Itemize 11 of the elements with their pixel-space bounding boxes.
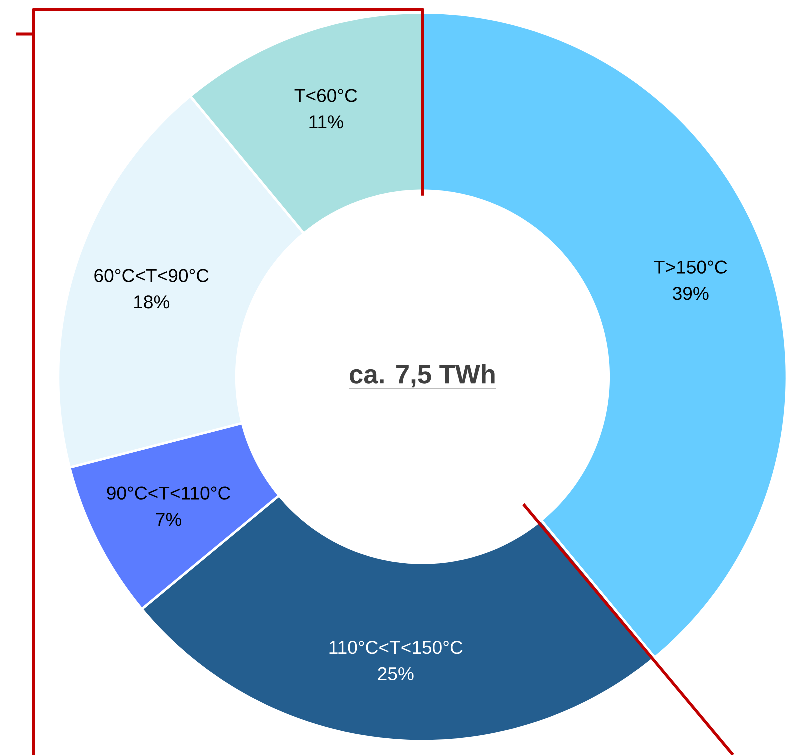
data-label: 39% (673, 287, 709, 300)
slice-label: T>150°C (654, 260, 728, 274)
slice-label: 110°C<T<150°C (330, 641, 463, 654)
text: ca. 7,5 TWh (350, 364, 495, 388)
data-label: 25% (378, 667, 414, 680)
slice-label: 60°C<T<90°C (94, 269, 209, 282)
data-label: 7% (156, 513, 182, 526)
slice-label: 90°C<T<110°C (107, 486, 230, 500)
data-label: 11% (310, 116, 344, 129)
data-label: 18% (134, 296, 170, 309)
slice-label: T<60°C (294, 89, 358, 102)
